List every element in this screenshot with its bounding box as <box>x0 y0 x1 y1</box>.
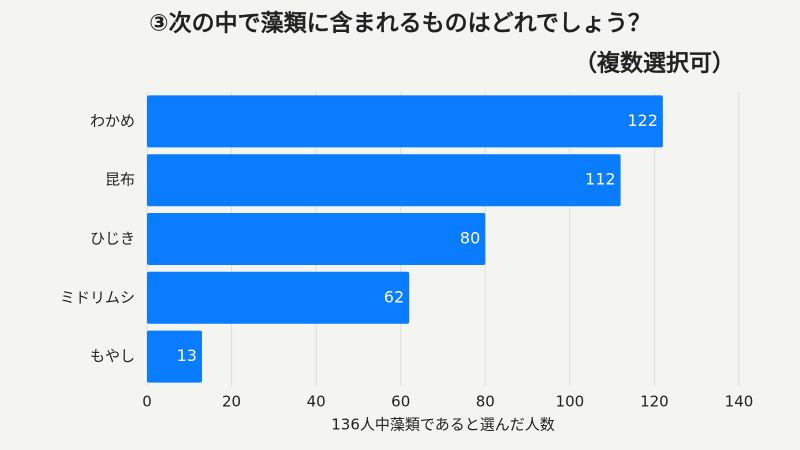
value-label: 112 <box>585 170 616 189</box>
y-tick-label: 昆布 <box>105 171 135 189</box>
x-tick-label: 80 <box>476 393 495 411</box>
x-tick-label: 60 <box>391 393 410 411</box>
x-axis-label: 136人中藻類であると選んだ人数 <box>331 416 554 434</box>
x-tick-label: 0 <box>142 393 152 411</box>
x-tick-label: 20 <box>222 393 241 411</box>
y-tick-label: ひじき <box>90 230 135 248</box>
chart-title: ③次の中で藻類に含まれるものはどれでしょう？ <box>149 10 651 37</box>
x-tick-label: 40 <box>307 393 326 411</box>
bar <box>147 95 663 148</box>
y-tick-label: わかめ <box>90 112 135 130</box>
chart-subtitle: （複数選択可） <box>574 50 735 77</box>
y-tick-label: もやし <box>90 347 135 365</box>
bar <box>147 213 486 265</box>
y-tick-label: ミドリムシ <box>60 288 135 306</box>
bar <box>147 154 621 207</box>
value-label: 122 <box>627 111 658 130</box>
value-label: 62 <box>384 287 404 306</box>
bar <box>147 271 410 324</box>
bar <box>147 330 202 383</box>
value-label: 80 <box>460 229 480 248</box>
x-tick-label: 140 <box>725 393 754 411</box>
x-tick-label: 120 <box>640 393 669 411</box>
value-label: 13 <box>177 346 197 365</box>
x-tick-label: 100 <box>556 393 585 411</box>
